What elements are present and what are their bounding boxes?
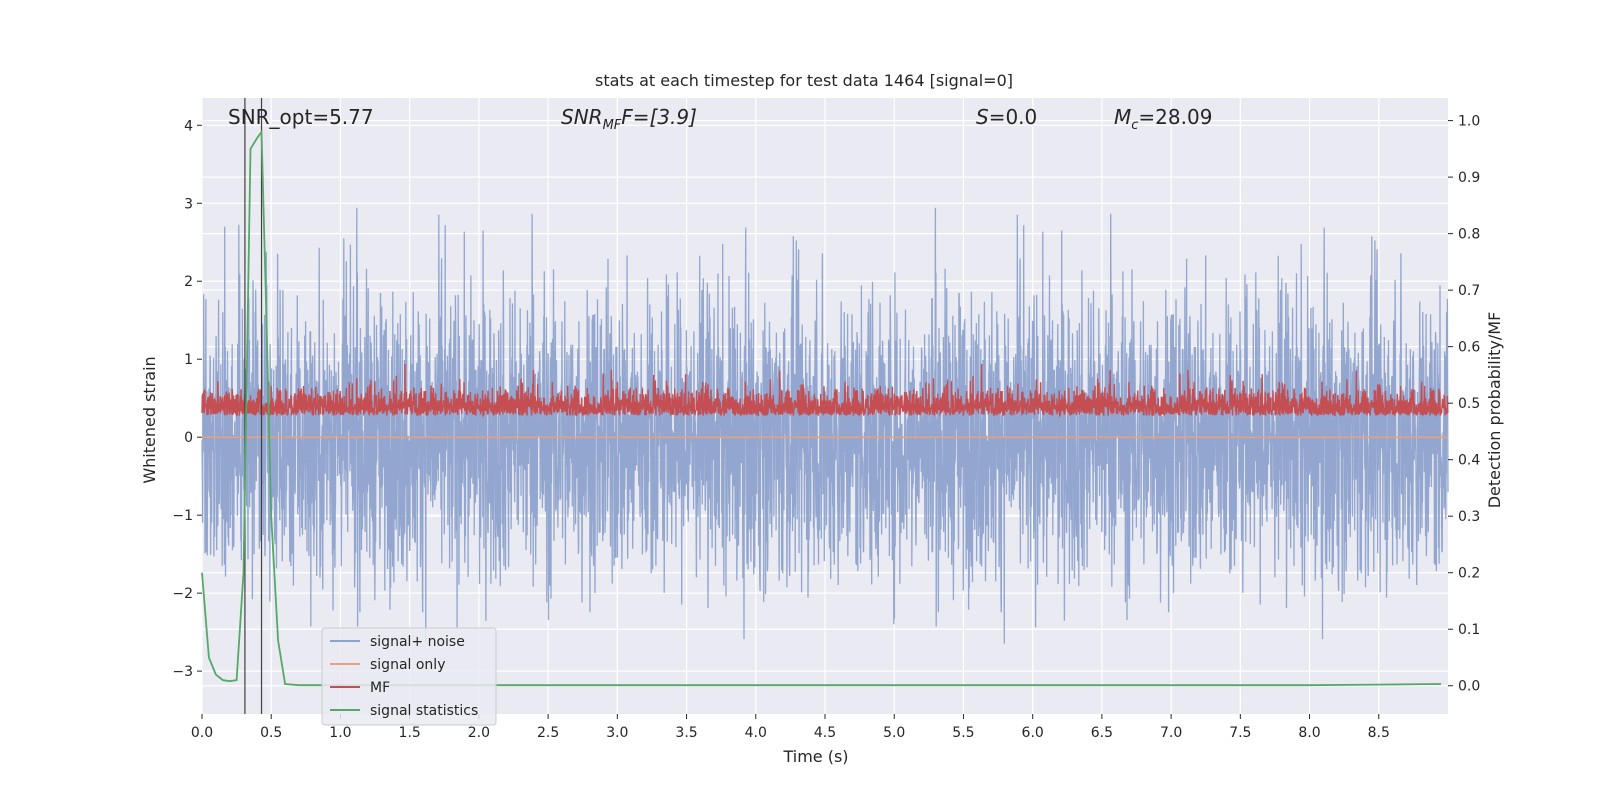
- x-tick-label: 4.0: [745, 725, 767, 741]
- snr-mf-sub: MF: [603, 118, 622, 133]
- chart-title: stats at each timestep for test data 146…: [595, 71, 1013, 90]
- annotation-s: S=0.0: [976, 105, 1037, 129]
- annotation-snr-mf: SNRMFF=[3.9]: [561, 105, 697, 133]
- annotation-snr-opt: SNR_opt=5.77: [228, 105, 374, 129]
- s-label: S: [976, 105, 989, 129]
- y-axis-left-ticks: 4 3 2 1 0 −1 −2 −3: [172, 118, 202, 680]
- mc-value: =28.09: [1138, 105, 1212, 129]
- x-tick-label: 6.0: [1022, 725, 1044, 741]
- x-tick-label: 2.5: [537, 725, 559, 741]
- y-axis-right-ticks: 1.0 0.9 0.8 0.7 0.6 0.5 0.4 0.3 0.2 0.1 0.0: [1448, 114, 1480, 695]
- x-axis-label: Time (s): [782, 747, 848, 766]
- y-left-tick-label: 0: [184, 430, 193, 446]
- x-tick-label: 2.0: [468, 725, 490, 741]
- x-tick-label: 1.0: [329, 725, 351, 741]
- x-tick-label: 7.0: [1160, 725, 1182, 741]
- y-right-tick-label: 0.1: [1458, 622, 1480, 638]
- y-left-tick-label: −2: [172, 586, 193, 602]
- snr-mf-tail: F=[3.9]: [621, 105, 697, 129]
- y-right-tick-label: 0.0: [1458, 679, 1480, 695]
- y-axis-right-label: Detection probability/MF: [1485, 312, 1504, 509]
- y-right-tick-label: 0.3: [1458, 509, 1480, 525]
- x-tick-label: 3.0: [606, 725, 628, 741]
- y-right-tick-label: 1.0: [1458, 114, 1480, 130]
- x-tick-label: 5.5: [952, 725, 974, 741]
- y-left-tick-label: 2: [184, 274, 193, 290]
- y-left-tick-label: −3: [172, 664, 193, 680]
- x-tick-label: 8.0: [1298, 725, 1320, 741]
- annotation-mc: Mc=28.09: [1114, 105, 1212, 133]
- y-right-tick-label: 0.4: [1458, 453, 1480, 469]
- y-right-tick-label: 0.8: [1458, 227, 1480, 243]
- x-tick-label: 1.5: [399, 725, 421, 741]
- y-right-tick-label: 0.9: [1458, 170, 1480, 186]
- series-mf: [201, 363, 1449, 419]
- y-left-tick-label: 3: [184, 196, 193, 212]
- marker-lines: [244, 98, 263, 714]
- y-right-tick-label: 0.7: [1458, 283, 1480, 299]
- legend-label-signal-statistics: signal statistics: [370, 703, 478, 719]
- x-tick-label: 4.5: [814, 725, 836, 741]
- x-tick-label: 8.5: [1368, 725, 1390, 741]
- mf-line: [201, 363, 1449, 419]
- series-signal-noise: [201, 207, 1449, 644]
- legend-frame: [321, 627, 497, 726]
- y-axis-left-label: Whitened strain: [140, 356, 159, 483]
- x-axis-ticks: 0.0 0.5 1.0 1.5 2.0 2.5 3.0 3.5 4.0 4.5 5.0 5.5 6.0 6…: [191, 714, 1390, 741]
- series-signal-statistics: [201, 129, 1442, 687]
- y-right-tick-label: 0.2: [1458, 566, 1480, 582]
- x-tick-label: 7.5: [1229, 725, 1251, 741]
- y-left-tick-label: 1: [184, 352, 193, 368]
- x-tick-label: 5.0: [883, 725, 905, 741]
- signal-noise-line: [201, 207, 1449, 644]
- snr-mf-base: SNR: [561, 105, 603, 129]
- legend-label-signal-noise: signal+ noise: [370, 634, 465, 650]
- signal-statistics-line: [201, 129, 1442, 687]
- x-tick-label: 3.5: [675, 725, 697, 741]
- y-left-tick-label: −1: [172, 508, 193, 524]
- mc-base: M: [1114, 105, 1131, 129]
- mc-sub: c: [1131, 118, 1138, 133]
- y-left-tick-label: 4: [184, 118, 193, 134]
- legend-label-mf: MF: [370, 680, 390, 696]
- y-right-tick-label: 0.5: [1458, 396, 1480, 412]
- x-tick-label: 0.5: [260, 725, 282, 741]
- s-value: =0.0: [989, 105, 1038, 129]
- legend: signal+ noise signal only MF signal stat…: [321, 627, 497, 726]
- y-right-tick-label: 0.6: [1458, 340, 1480, 356]
- x-tick-label: 0.0: [191, 725, 213, 741]
- x-tick-label: 6.5: [1091, 725, 1113, 741]
- legend-label-signal-only: signal only: [370, 657, 445, 673]
